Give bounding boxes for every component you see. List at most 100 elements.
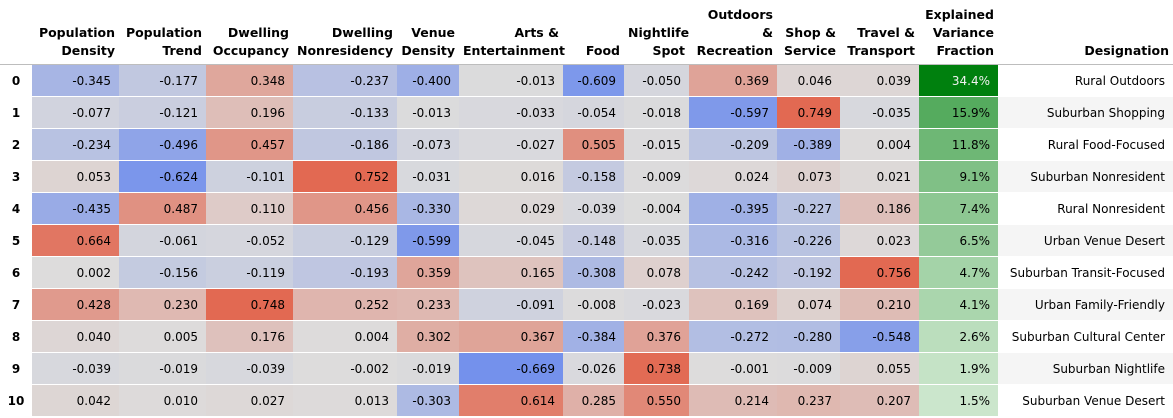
table-row: 0 -0.345 -0.177 0.348 -0.237 -0.400 -0.013 -0.6… (0, 64, 1173, 97)
column-header-line: Population (38, 25, 115, 40)
loading-cell-population-trend: -0.121 (119, 96, 206, 129)
loading-cell-arts-and-entertainment: 0.614 (459, 384, 563, 417)
loading-cell-outdoors-and-recreation: 0.169 (689, 288, 777, 321)
loading-cell-dwelling-occupancy: 0.348 (206, 64, 293, 97)
loading-cell-dwelling-occupancy: -0.039 (206, 352, 293, 385)
column-header-line: Food (585, 43, 620, 58)
loading-cell-dwelling-nonresidency: -0.237 (293, 64, 397, 97)
column-header-explained-variance-fraction: Explained Variance Fraction (919, 0, 998, 65)
column-header-line: Spot (652, 43, 685, 58)
column-header-outdoors-and-recreation: Outdoors & Recreation (689, 0, 777, 65)
row-index: 5 (0, 224, 32, 257)
loading-cell-venue-density: -0.073 (397, 128, 459, 161)
loading-cell-dwelling-nonresidency: -0.002 (293, 352, 397, 385)
loading-cell-population-trend: -0.061 (119, 224, 206, 257)
loading-cell-travel-and-transport: 0.021 (840, 160, 919, 193)
loading-cell-shop-and-service: -0.009 (777, 352, 840, 385)
designation-cell: Urban Family-Friendly (998, 288, 1173, 321)
explained-variance-cell: 2.6% (919, 320, 998, 353)
loading-cell-food: 0.505 (563, 128, 624, 161)
row-index: 2 (0, 128, 32, 161)
loading-cell-shop-and-service: 0.046 (777, 64, 840, 97)
explained-variance-cell: 4.7% (919, 256, 998, 289)
designation-cell: Rural Food-Focused (998, 128, 1173, 161)
loading-cell-food: -0.008 (563, 288, 624, 321)
column-header-dwelling-nonresidency: Dwelling Nonresidency (293, 0, 397, 65)
loading-cell-population-density: 0.428 (32, 288, 119, 321)
index-header (0, 0, 32, 65)
loading-cell-food: -0.609 (563, 64, 624, 97)
loading-cell-nightlife-spot: -0.023 (624, 288, 689, 321)
column-header-line: Trend (162, 43, 202, 58)
loading-cell-venue-density: -0.303 (397, 384, 459, 417)
loading-cell-food: -0.054 (563, 96, 624, 129)
loading-cell-nightlife-spot: -0.009 (624, 160, 689, 193)
loading-cell-nightlife-spot: 0.550 (624, 384, 689, 417)
table-row: 7 0.428 0.230 0.748 0.252 0.233 -0.091 -0.008 -0… (0, 288, 1173, 321)
loading-cell-nightlife-spot: -0.015 (624, 128, 689, 161)
loading-cell-venue-density: -0.330 (397, 192, 459, 225)
loading-cell-arts-and-entertainment: 0.367 (459, 320, 563, 353)
loading-cell-dwelling-nonresidency: -0.193 (293, 256, 397, 289)
loading-cell-venue-density: -0.400 (397, 64, 459, 97)
column-header-line: Shop & (785, 25, 836, 40)
loading-cell-arts-and-entertainment: -0.669 (459, 352, 563, 385)
loading-cell-arts-and-entertainment: -0.045 (459, 224, 563, 257)
loading-cell-dwelling-nonresidency: -0.186 (293, 128, 397, 161)
loading-cell-shop-and-service: -0.192 (777, 256, 840, 289)
column-header-line: Occupancy (212, 43, 289, 58)
row-index: 4 (0, 192, 32, 225)
loading-cell-outdoors-and-recreation: -0.597 (689, 96, 777, 129)
loading-cell-population-trend: -0.496 (119, 128, 206, 161)
loading-cell-travel-and-transport: 0.210 (840, 288, 919, 321)
row-index: 6 (0, 256, 32, 289)
loading-cell-population-density: 0.002 (32, 256, 119, 289)
loading-cell-outdoors-and-recreation: 0.214 (689, 384, 777, 417)
loading-cell-dwelling-nonresidency: -0.129 (293, 224, 397, 257)
table-row: 9 -0.039 -0.019 -0.039 -0.002 -0.019 -0.669 -0.… (0, 352, 1173, 385)
loading-cell-shop-and-service: -0.389 (777, 128, 840, 161)
loading-cell-outdoors-and-recreation: -0.395 (689, 192, 777, 225)
loading-cell-venue-density: -0.013 (397, 96, 459, 129)
column-header-line: Travel & (857, 25, 915, 40)
loading-cell-population-trend: 0.005 (119, 320, 206, 353)
loading-cell-population-density: -0.234 (32, 128, 119, 161)
loading-cell-population-trend: -0.019 (119, 352, 206, 385)
column-header-line: Arts & (514, 25, 559, 40)
loading-cell-food: -0.158 (563, 160, 624, 193)
loading-cell-dwelling-nonresidency: 0.752 (293, 160, 397, 193)
loading-cell-travel-and-transport: 0.039 (840, 64, 919, 97)
loading-cell-dwelling-nonresidency: -0.133 (293, 96, 397, 129)
loading-cell-travel-and-transport: 0.055 (840, 352, 919, 385)
table-row: 3 0.053 -0.624 -0.101 0.752 -0.031 0.016 -0.158… (0, 160, 1173, 193)
loading-cell-arts-and-entertainment: 0.016 (459, 160, 563, 193)
row-index: 10 (0, 384, 32, 417)
loading-cell-venue-density: -0.019 (397, 352, 459, 385)
column-header-line: Outdoors (707, 7, 773, 22)
loading-cell-population-density: -0.039 (32, 352, 119, 385)
loading-cell-travel-and-transport: -0.548 (840, 320, 919, 353)
explained-variance-cell: 15.9% (919, 96, 998, 129)
loading-cell-venue-density: -0.599 (397, 224, 459, 257)
designation-cell: Suburban Shopping (998, 96, 1173, 129)
loading-cell-food: -0.384 (563, 320, 624, 353)
loading-cell-travel-and-transport: -0.035 (840, 96, 919, 129)
row-index: 3 (0, 160, 32, 193)
loading-cell-venue-density: 0.302 (397, 320, 459, 353)
column-header-line: Dwelling (227, 25, 289, 40)
column-header-line: Dwelling (331, 25, 393, 40)
column-header-line: Density (401, 43, 455, 58)
loading-cell-dwelling-nonresidency: 0.013 (293, 384, 397, 417)
loading-cell-population-trend: 0.010 (119, 384, 206, 417)
loading-cell-dwelling-nonresidency: 0.004 (293, 320, 397, 353)
explained-variance-cell: 34.4% (919, 64, 998, 97)
explained-variance-cell: 1.9% (919, 352, 998, 385)
loading-cell-travel-and-transport: 0.023 (840, 224, 919, 257)
table-row: 8 0.040 0.005 0.176 0.004 0.302 0.367 -0.384 0.3… (0, 320, 1173, 353)
column-header-venue-density: Venue Density (397, 0, 459, 65)
loading-cell-venue-density: 0.359 (397, 256, 459, 289)
loading-cell-population-density: 0.053 (32, 160, 119, 193)
column-header-line: Transport (847, 43, 915, 58)
loading-cell-food: -0.026 (563, 352, 624, 385)
